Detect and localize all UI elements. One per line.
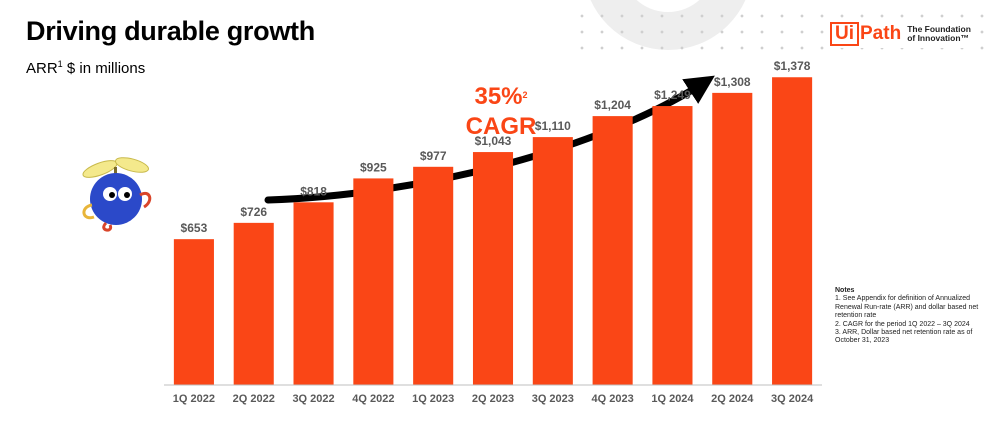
value-label: $1,110: [535, 119, 571, 133]
cagr-label: CAGR: [465, 113, 537, 140]
subtitle-main: ARR: [26, 60, 58, 77]
x-tick-label: 2Q 2023: [472, 393, 514, 405]
x-tick-label: 3Q 2023: [532, 393, 574, 405]
logo-ui-box: Ui: [830, 22, 859, 46]
page-title: Driving durable growth: [26, 16, 315, 46]
note-item: 3. ARR, Dollar based net retention rate …: [835, 329, 973, 345]
value-label: $1,249: [654, 88, 691, 102]
notes-title: Notes: [835, 287, 855, 294]
bar-1q-2024: [652, 106, 693, 385]
bar-3q-2023: [532, 137, 573, 385]
bar-3q-2024: [772, 77, 813, 385]
note-item: 2. CAGR for the period 1Q 2022 – 3Q 2024: [835, 320, 970, 328]
x-tick-label: 2Q 2022: [233, 393, 275, 405]
x-tick-label: 3Q 2024: [771, 393, 814, 405]
x-tick-label: 4Q 2023: [592, 393, 634, 405]
value-label: $653: [181, 221, 208, 235]
mascot-leg: [102, 221, 113, 232]
cagr-value: 35%: [474, 83, 523, 110]
mascot-propeller-stem: [114, 167, 117, 179]
note-item: 1. See Appendix for definition of Annual…: [835, 295, 979, 320]
x-axis-labels: 1Q 2022 2Q 2022 3Q 2022 4Q 2022 1Q 2023 2Q 20…: [173, 393, 814, 405]
x-tick-label: 1Q 2022: [173, 393, 215, 405]
x-tick-label: 1Q 2024: [651, 393, 694, 405]
bar-4q-2022: [353, 178, 394, 385]
x-tick-label: 3Q 2022: [292, 393, 334, 405]
page-subtitle: ARR1 $ in millions: [26, 59, 146, 77]
value-label: $925: [360, 160, 387, 174]
logo-tagline: The Foundation of Innovation™: [907, 25, 971, 43]
mascot-pupil-left: [109, 192, 115, 198]
value-label: $726: [240, 205, 267, 219]
cagr-callout: 35%2 CAGR: [456, 82, 546, 142]
logo-path-text: Path: [860, 23, 902, 44]
mascot-arm-right: [139, 192, 152, 209]
mascot-pupil-right: [124, 192, 130, 198]
value-label: $1,043: [475, 134, 512, 148]
value-label: $1,308: [714, 75, 751, 89]
cagr-value-line: 35%2: [456, 82, 546, 112]
value-label: $1,204: [594, 98, 631, 112]
value-labels: $653 $726 $818 $925 $977 $1,043 $1,110 $1,204 $1…: [181, 59, 811, 235]
robot-mascot-image: [82, 157, 152, 232]
bar-4q-2023: [592, 116, 633, 386]
cagr-footnote-ref: 2: [522, 90, 528, 100]
footnotes: Notes 1. See Appendix for definition of …: [835, 287, 990, 346]
bars-layer: [173, 77, 813, 386]
value-label: $818: [300, 184, 327, 198]
bar-2q-2023: [472, 152, 514, 385]
bar-3q-2022: [293, 202, 334, 385]
subtitle-footnote-ref: 1: [57, 59, 63, 69]
logo-tagline-line1: The Foundation: [907, 24, 971, 34]
x-tick-label: 1Q 2023: [412, 393, 454, 405]
mascot-arm-left: [82, 203, 95, 220]
bar-2q-2022: [233, 222, 274, 385]
mascot-body: [90, 173, 142, 225]
bar-1q-2023: [413, 166, 454, 385]
bar-2q-2024: [712, 92, 753, 385]
logo-tagline-line2: of Innovation™: [907, 33, 970, 43]
x-tick-label: 4Q 2022: [352, 393, 394, 405]
value-label: $1,378: [774, 59, 811, 73]
logo-mark: Ui Path: [830, 22, 901, 46]
bar-1q-2022: [173, 239, 214, 385]
mascot-propeller-right: [115, 157, 149, 173]
subtitle-rest: $ in millions: [62, 60, 146, 77]
x-tick-label: 2Q 2024: [711, 393, 754, 405]
value-label: $977: [420, 149, 447, 163]
uipath-logo: Ui Path The Foundation of Innovation™: [826, 20, 975, 48]
